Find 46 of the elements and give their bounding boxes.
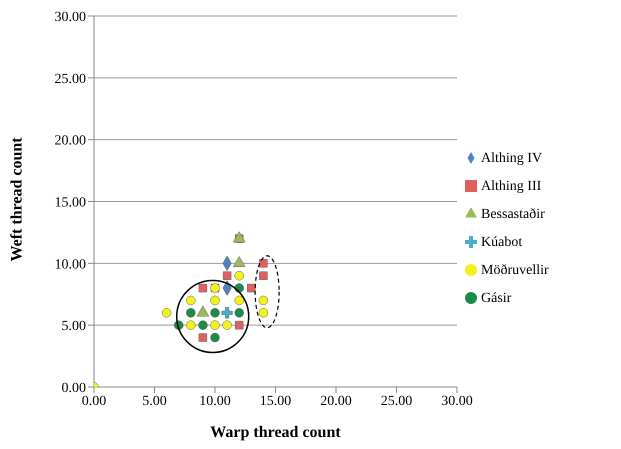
- point: [222, 271, 232, 280]
- y-tick-label: 5.00: [62, 319, 86, 334]
- y-tick-label: 15.00: [54, 195, 86, 210]
- point: [234, 296, 244, 306]
- point: [198, 320, 208, 330]
- point: [221, 307, 233, 318]
- y-tick-label: 10.00: [54, 257, 86, 272]
- x-tick-label: 0.00: [82, 394, 106, 409]
- point: [186, 320, 196, 330]
- legend-label: Althing IV: [481, 150, 542, 166]
- point: [247, 284, 256, 292]
- point: [198, 284, 208, 292]
- point: [258, 308, 268, 318]
- point: [210, 332, 220, 342]
- legend-label: Bessastaðir: [481, 206, 545, 222]
- point: [210, 296, 220, 306]
- y-tick-label: 30.00: [54, 10, 86, 25]
- point: [210, 320, 220, 330]
- point: [186, 296, 196, 306]
- point: [196, 306, 210, 317]
- point: [234, 270, 244, 280]
- point: [259, 259, 268, 268]
- y-tick-label: 20.00: [54, 134, 86, 149]
- y-axis-title: Weft thread count: [8, 136, 26, 262]
- y-tick-label: 0.00: [62, 380, 86, 396]
- point: [259, 271, 268, 280]
- x-tick-label: 25.00: [380, 394, 412, 409]
- x-tick-label: 15.00: [260, 394, 292, 409]
- point: [198, 333, 208, 342]
- legend-label: Gásir: [481, 290, 512, 306]
- legend-label: Möðruvellir: [481, 262, 549, 278]
- point: [258, 296, 268, 306]
- legend-label: Althing III: [481, 178, 542, 194]
- x-tick-label: 10.00: [199, 394, 231, 409]
- x-tick-label: 5.00: [142, 394, 167, 409]
- x-axis-title: Warp thread count: [210, 424, 342, 441]
- point: [234, 320, 244, 330]
- point: [210, 308, 220, 318]
- x-tick-label: 20.00: [320, 394, 352, 409]
- legend-label: Kúabot: [481, 234, 522, 250]
- y-tick-label: 25.00: [54, 72, 86, 87]
- point: [186, 308, 196, 318]
- point: [162, 308, 172, 318]
- point: [234, 308, 244, 318]
- x-tick-label: 30.00: [441, 394, 473, 409]
- point: [222, 320, 232, 330]
